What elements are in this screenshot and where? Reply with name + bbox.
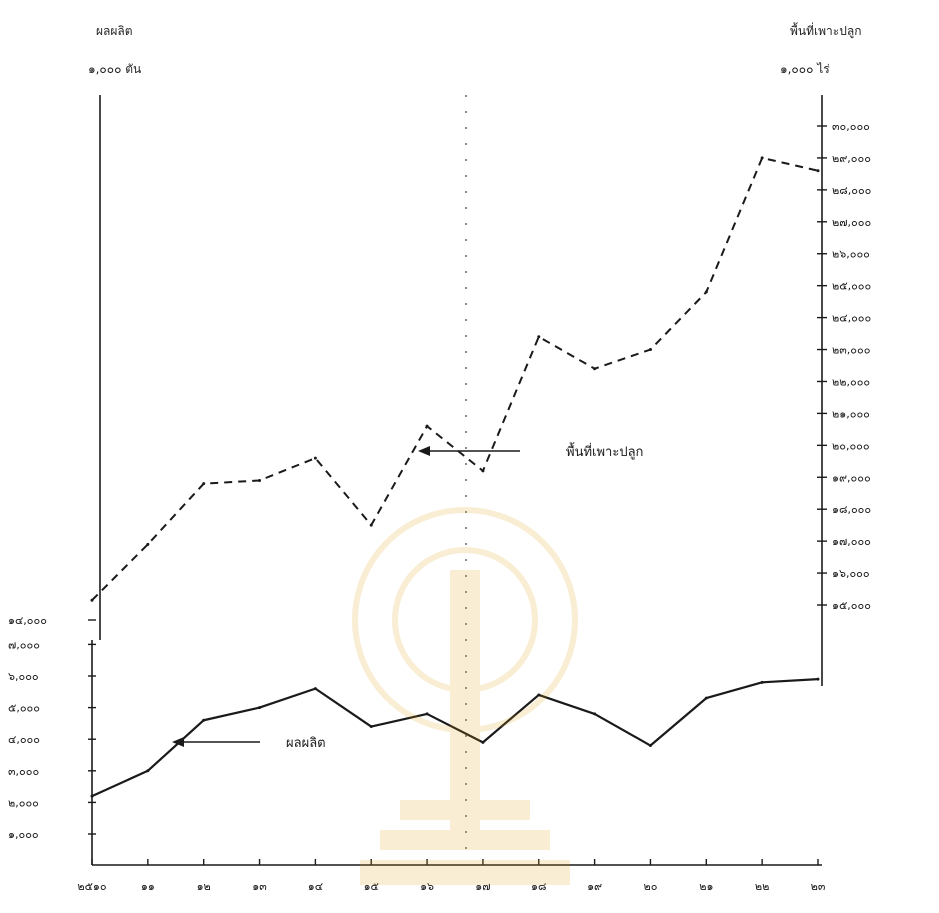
planted-area-annotation: พื้นที่เพาะปลูก: [566, 442, 643, 460]
planted-area-point: [816, 169, 820, 173]
planted-area-series-line: [91, 156, 819, 601]
production-point: [425, 712, 429, 716]
x-axis-tick-label: ๒๓: [811, 880, 826, 893]
x-axis-tick-label: ๑๙: [587, 880, 602, 893]
planted-area-point: [313, 456, 317, 460]
planted-area-point: [202, 482, 206, 486]
production-annotation: ผลผลิต: [286, 736, 326, 751]
planted-area-point: [704, 290, 708, 294]
right-axis-tick-label: ๑๙,๐๐๐: [832, 471, 871, 484]
right-axis-tick-label: ๒๔,๐๐๐: [832, 312, 871, 325]
left-axis-tick-label: ๒,๐๐๐: [8, 796, 39, 809]
left-axis-tick-label: ๑๔,๐๐๐: [8, 614, 47, 627]
x-axis-tick-label: ๑๓: [252, 880, 267, 893]
left-axis-tick-label: ๕,๐๐๐: [8, 702, 40, 715]
right-axis-tick-label: ๒๑,๐๐๐: [832, 407, 870, 420]
production-point: [202, 718, 206, 722]
left-axis-title: ผลผลิต: [96, 24, 133, 38]
x-axis-tick-label: ๑๔: [308, 880, 323, 893]
right-axis-tick-label: ๒๙,๐๐๐: [832, 152, 871, 165]
x-axis-tick-label: ๑๘: [531, 880, 546, 893]
left-axis-tick-label: ๔,๐๐๐: [8, 733, 40, 746]
right-axis-tick-label: ๒๖,๐๐๐: [832, 248, 870, 261]
right-axis-tick-label: ๑๕,๐๐๐: [832, 599, 871, 612]
left-axis-unit: ๑,๐๐๐ ตัน: [88, 62, 142, 76]
x-axis-tick-label: ๑๖: [420, 880, 434, 893]
x-axis-tick-label: ๑๗: [475, 880, 490, 893]
university-seal-watermark: [352, 507, 578, 885]
right-axis-title: พื้นที่เพาะปลูก: [790, 24, 862, 38]
planted-area-point: [648, 348, 652, 352]
right-axis-tick-label: ๒๓,๐๐๐: [832, 344, 870, 357]
production-point: [369, 725, 373, 729]
right-axis-tick-label: ๓๐,๐๐๐: [832, 120, 870, 133]
production-point: [90, 794, 94, 798]
right-axis-tick-label: ๑๖,๐๐๐: [832, 567, 870, 580]
planted-area-arrow-head: [418, 446, 430, 456]
right-axis-tick-label: ๑๘,๐๐๐: [832, 503, 871, 516]
planted-area-point: [258, 478, 262, 482]
production-point: [704, 696, 708, 700]
left-axis-tick-label: ๑,๐๐๐: [8, 828, 39, 841]
production-point: [146, 769, 150, 773]
production-point: [816, 677, 820, 681]
planted-area-point: [146, 542, 150, 546]
right-axis-tick-label: ๑๗,๐๐๐: [832, 535, 871, 548]
production-point: [258, 706, 262, 710]
x-axis-tick-label: ๑๑: [141, 880, 155, 893]
left-axis-tick-label: ๓,๐๐๐: [8, 765, 39, 778]
right-axis-tick-label: ๒๒,๐๐๐: [832, 375, 870, 388]
left-axis-tick-label: ๖,๐๐๐: [8, 670, 39, 683]
planted-area-point: [425, 424, 429, 428]
production-point: [481, 740, 485, 744]
planted-area-point: [90, 598, 94, 602]
production-point: [648, 744, 652, 748]
left-axis-tick-label: ๗,๐๐๐: [8, 638, 40, 651]
right-axis-tick-label: ๒๕,๐๐๐: [832, 280, 871, 293]
planted-area-point: [593, 367, 597, 371]
x-axis-tick-label: ๒๑: [699, 880, 713, 893]
planted-area-point: [369, 523, 373, 527]
production-point: [537, 693, 541, 697]
x-axis-tick-label: ๒๒: [755, 880, 770, 893]
x-axis-tick-label: ๑๒: [197, 880, 211, 893]
production-arrow-head: [172, 737, 184, 747]
production-series-line: [91, 678, 819, 798]
production-point: [760, 680, 764, 684]
planted-area-point: [481, 469, 485, 473]
production-point: [313, 687, 317, 691]
right-axis-unit: ๑,๐๐๐ ไร่: [780, 62, 830, 76]
x-axis-tick-label: ๒๐: [643, 880, 657, 893]
x-axis-tick-label: ๑๕: [364, 880, 379, 893]
x-axis-tick-label: ๒๕๑๐: [77, 880, 106, 893]
right-axis-tick-label: ๒๘,๐๐๐: [832, 184, 871, 197]
right-axis-tick-label: ๒๐,๐๐๐: [832, 439, 870, 452]
right-axis-tick-label: ๒๗,๐๐๐: [832, 216, 871, 229]
production-point: [593, 712, 597, 716]
planted-area-point: [760, 156, 764, 160]
planted-area-point: [537, 335, 541, 339]
